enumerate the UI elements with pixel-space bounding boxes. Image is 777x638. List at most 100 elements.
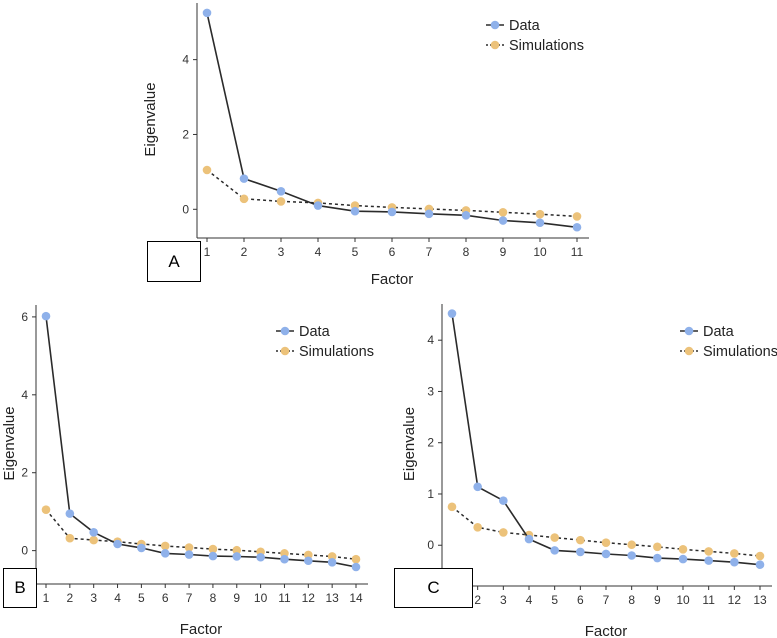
data-point xyxy=(704,556,713,565)
data-point xyxy=(327,558,337,567)
legend-data-label: Data xyxy=(703,324,735,340)
y-tick-label: 4 xyxy=(21,388,28,402)
data-point xyxy=(424,209,434,219)
data-point xyxy=(160,549,170,558)
simulations-point xyxy=(89,535,98,545)
panel-label-a: A xyxy=(147,241,201,282)
x-tick-label: 3 xyxy=(90,591,97,605)
data-point xyxy=(313,201,323,210)
data-point xyxy=(447,309,457,318)
data-point xyxy=(113,539,122,549)
legend-data-label: Data xyxy=(509,18,541,34)
x-tick-label: 5 xyxy=(551,593,558,607)
panel-label-b: B xyxy=(3,568,37,608)
scree-plot-c: 0123412345678910111213FactorEigenvalueDa… xyxy=(401,304,777,638)
simulations-point xyxy=(239,194,249,204)
x-tick-label: 12 xyxy=(728,593,742,607)
data-point xyxy=(256,552,265,562)
simulations-point xyxy=(576,535,585,545)
data-point xyxy=(41,311,51,321)
simulations-point xyxy=(202,165,212,175)
legend-simulations-marker xyxy=(490,40,500,50)
legend-simulations-label: Simulations xyxy=(703,344,777,360)
data-point xyxy=(184,550,194,559)
y-axis-title: Eigenvalue xyxy=(142,82,159,156)
simulations-point xyxy=(601,538,611,547)
x-tick-label: 14 xyxy=(349,591,363,605)
chart-panel-b: 0 2 4 6 1 2 3 4 5 6 7 8 9 10 11 12 13 14 Factor Eigenvalue D… xyxy=(0,296,380,638)
data-point xyxy=(678,554,688,564)
simulations-point xyxy=(473,523,482,532)
x-tick-label: 8 xyxy=(463,245,470,259)
y-tick-label: 4 xyxy=(182,53,189,67)
x-tick-label: 1 xyxy=(43,591,50,605)
data-point xyxy=(461,210,471,220)
data-point xyxy=(351,562,361,572)
y-tick-label: 0 xyxy=(21,544,28,558)
simulations-point xyxy=(755,551,765,561)
y-tick-label: 2 xyxy=(21,466,28,480)
simulations-point xyxy=(232,545,242,555)
x-tick-label: 3 xyxy=(500,593,507,607)
x-tick-label: 2 xyxy=(474,593,481,607)
simulations-point xyxy=(41,505,51,515)
y-tick-label: 1 xyxy=(427,487,434,501)
x-tick-label: 12 xyxy=(302,591,316,605)
data-point xyxy=(550,546,559,555)
legend-simulations-label: Simulations xyxy=(509,38,584,54)
data-point xyxy=(208,551,218,561)
x-tick-label: 6 xyxy=(577,593,584,607)
y-tick-label: 2 xyxy=(427,436,434,450)
x-tick-label: 10 xyxy=(533,245,547,259)
simulations-point xyxy=(730,549,739,558)
x-axis-title: Factor xyxy=(180,621,223,638)
legend-data-marker xyxy=(490,20,500,30)
legend-simulations-label: Simulations xyxy=(299,344,374,360)
x-tick-label: 9 xyxy=(654,593,661,607)
x-tick-label: 10 xyxy=(676,593,690,607)
simulations-point xyxy=(447,502,457,512)
y-tick-label: 4 xyxy=(427,333,434,347)
data-point xyxy=(202,8,212,18)
data-point xyxy=(572,222,582,232)
x-tick-label: 2 xyxy=(241,245,248,259)
data-point xyxy=(304,556,313,566)
x-axis-title: Factor xyxy=(585,623,628,638)
data-point xyxy=(498,216,508,225)
legend-data-marker xyxy=(684,326,694,336)
x-tick-label: 7 xyxy=(603,593,610,607)
data-point xyxy=(627,551,636,560)
data-point xyxy=(524,534,534,544)
data-point xyxy=(65,509,75,518)
data-point xyxy=(89,528,98,537)
y-axis-title: Eigenvalue xyxy=(401,407,418,481)
chart-panel-c: 0123412345678910111213FactorEigenvalueDa… xyxy=(394,296,777,638)
x-tick-label: 10 xyxy=(254,591,268,605)
legend-simulations-marker xyxy=(684,346,694,356)
x-tick-label: 6 xyxy=(389,245,396,259)
simulations-point xyxy=(184,543,194,552)
data-point xyxy=(276,187,286,196)
x-tick-label: 9 xyxy=(500,245,507,259)
data-point xyxy=(387,207,397,217)
x-tick-label: 11 xyxy=(278,591,291,605)
simulations-point xyxy=(572,212,582,221)
simulations-point xyxy=(704,547,713,556)
simulations-point xyxy=(276,197,286,206)
x-tick-label: 1 xyxy=(204,245,211,259)
data-point xyxy=(137,543,146,553)
x-axis-title: Factor xyxy=(371,271,414,288)
x-tick-label: 3 xyxy=(278,245,285,259)
x-tick-label: 5 xyxy=(352,245,359,259)
simulations-point xyxy=(535,209,545,219)
x-tick-label: 7 xyxy=(426,245,433,259)
y-tick-label: 3 xyxy=(427,384,434,398)
simulations-point xyxy=(160,541,170,551)
y-tick-label: 0 xyxy=(427,538,434,552)
simulations-series-line xyxy=(206,169,578,218)
simulations-series-line xyxy=(451,506,761,557)
x-tick-label: 8 xyxy=(210,591,217,605)
x-tick-label: 8 xyxy=(628,593,635,607)
data-point xyxy=(350,206,360,216)
